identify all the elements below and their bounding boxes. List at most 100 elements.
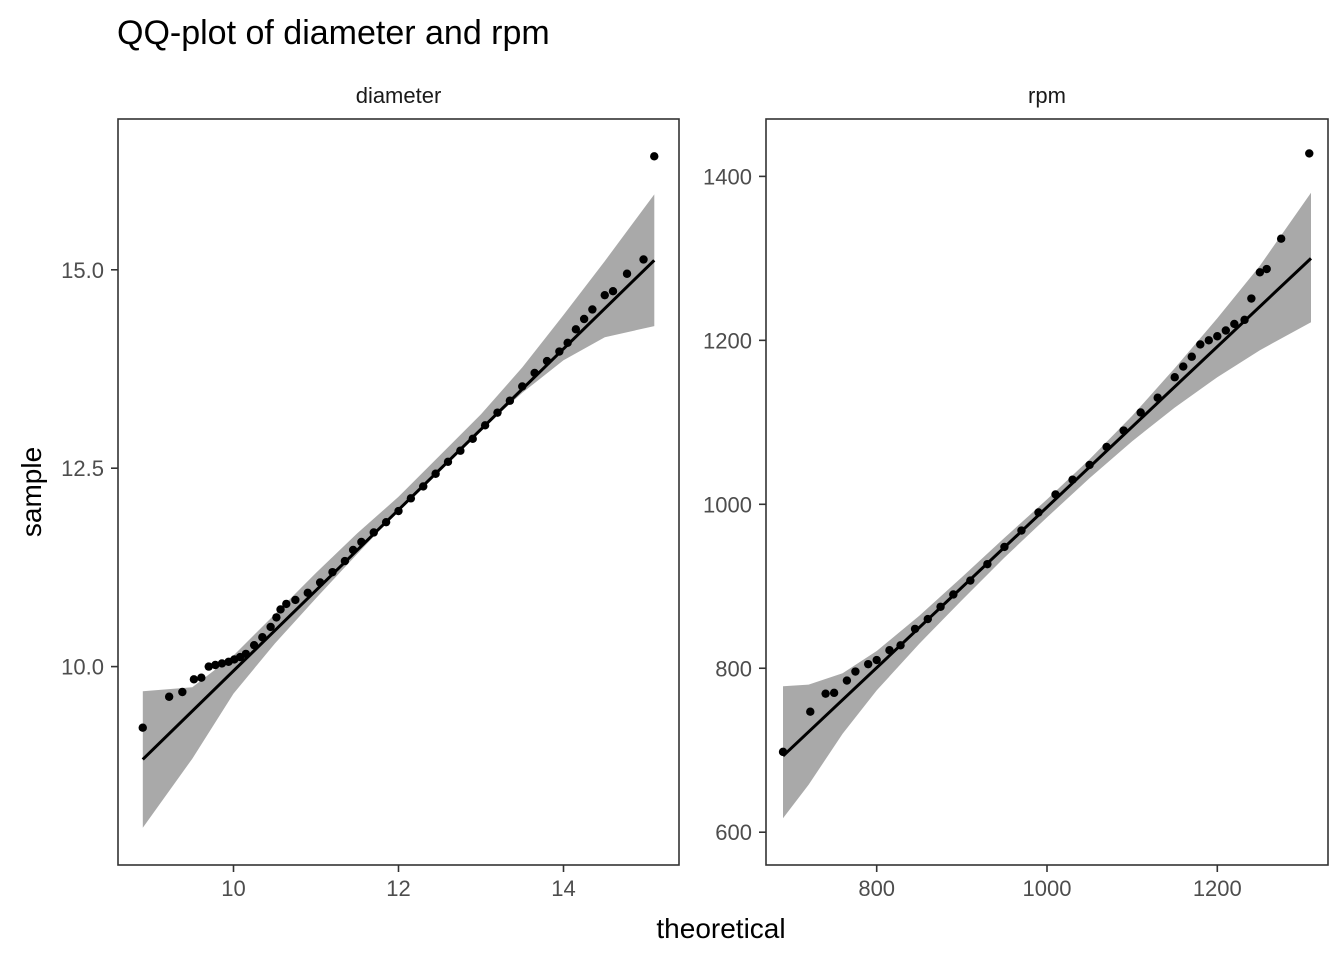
- data-point-diameter-23: [348, 545, 358, 555]
- y-tick-label-rpm-3: 1200: [703, 328, 752, 353]
- data-point-diameter-16: [276, 605, 285, 614]
- data-point-diameter-17: [282, 599, 291, 609]
- data-point-rpm-39: [1305, 149, 1314, 158]
- panel-border-diameter: [117, 118, 680, 866]
- data-point-diameter-45: [600, 290, 609, 300]
- data-point-diameter-25: [369, 528, 378, 537]
- y-tick-label-diameter-0: 10.0: [61, 655, 104, 680]
- data-point-rpm-31: [1213, 332, 1222, 341]
- data-point-diameter-32: [456, 446, 465, 455]
- data-point-diameter-20: [315, 578, 325, 587]
- y-tick-label-diameter-2: 15.0: [61, 258, 104, 283]
- data-point-diameter-19: [303, 588, 312, 597]
- data-point-rpm-29: [1196, 340, 1205, 349]
- data-point-diameter-5: [204, 662, 213, 671]
- data-point-diameter-38: [530, 368, 539, 378]
- data-point-rpm-22: [1102, 442, 1111, 452]
- data-point-rpm-11: [923, 614, 932, 624]
- data-point-diameter-12: [249, 640, 259, 650]
- y-tick-label-rpm-1: 800: [715, 656, 752, 681]
- data-point-diameter-47: [622, 269, 632, 278]
- data-point-diameter-44: [588, 305, 597, 314]
- data-point-diameter-29: [419, 482, 428, 491]
- data-point-rpm-13: [949, 590, 958, 599]
- data-point-rpm-18: [1034, 508, 1043, 517]
- data-point-rpm-5: [851, 667, 860, 676]
- data-point-diameter-31: [443, 457, 453, 467]
- panels-layer: diameter 10 12 14 10.0 12.5 15.0 rpm 800 1000 1200…: [61, 83, 1329, 901]
- data-point-rpm-36: [1255, 268, 1265, 277]
- data-point-diameter-49: [650, 152, 659, 161]
- data-point-rpm-0: [778, 747, 788, 757]
- data-point-diameter-0: [138, 723, 147, 732]
- data-point-diameter-27: [394, 506, 403, 516]
- data-point-diameter-37: [518, 382, 527, 391]
- data-point-diameter-26: [381, 517, 391, 527]
- data-point-rpm-6: [863, 659, 873, 669]
- y-axis-title: sample: [16, 447, 47, 537]
- data-point-rpm-27: [1179, 362, 1188, 371]
- data-point-rpm-15: [983, 559, 992, 569]
- data-point-diameter-48: [639, 255, 648, 264]
- data-point-diameter-7: [217, 659, 227, 668]
- data-point-diameter-42: [571, 325, 581, 334]
- data-point-diameter-3: [189, 675, 199, 684]
- data-point-diameter-18: [291, 595, 300, 605]
- data-point-rpm-1: [806, 707, 815, 716]
- data-point-diameter-28: [406, 494, 416, 503]
- data-point-rpm-33: [1230, 319, 1239, 329]
- data-point-rpm-21: [1085, 460, 1094, 470]
- data-point-diameter-14: [266, 622, 275, 632]
- data-point-rpm-28: [1187, 352, 1196, 361]
- data-point-diameter-34: [480, 421, 490, 430]
- data-point-rpm-2: [821, 689, 830, 698]
- x-tick-label-diameter-1: 12: [386, 876, 410, 901]
- data-point-rpm-17: [1017, 526, 1026, 535]
- data-point-rpm-10: [910, 624, 920, 634]
- y-tick-label-rpm-0: 600: [715, 820, 752, 845]
- data-point-diameter-40: [555, 347, 564, 356]
- data-point-rpm-12: [936, 602, 945, 611]
- data-point-rpm-35: [1247, 294, 1256, 303]
- data-point-rpm-14: [966, 576, 975, 585]
- x-axis-title: theoretical: [656, 913, 785, 944]
- x-tick-label-rpm-2: 1200: [1193, 876, 1242, 901]
- y-tick-label-rpm-2: 1000: [703, 492, 752, 517]
- data-point-diameter-22: [340, 556, 350, 566]
- data-point-diameter-24: [357, 537, 366, 547]
- data-point-rpm-8: [885, 646, 894, 655]
- data-point-rpm-9: [896, 641, 905, 650]
- data-point-diameter-30: [431, 469, 440, 478]
- data-point-rpm-7: [872, 655, 881, 665]
- data-point-rpm-32: [1221, 326, 1231, 335]
- x-tick-label-diameter-2: 14: [551, 876, 575, 901]
- data-point-rpm-23: [1119, 426, 1128, 435]
- data-point-rpm-16: [1000, 542, 1009, 552]
- data-point-rpm-26: [1170, 373, 1179, 382]
- data-point-diameter-39: [542, 356, 552, 366]
- data-point-rpm-34: [1240, 315, 1249, 325]
- panel-border-rpm: [765, 118, 1329, 866]
- data-point-rpm-38: [1276, 234, 1286, 243]
- x-tick-label-rpm-0: 800: [858, 876, 895, 901]
- data-point-rpm-20: [1068, 475, 1077, 484]
- data-point-diameter-2: [178, 687, 187, 697]
- panel-diameter: diameter 10 12 14 10.0 12.5 15.0: [61, 83, 680, 901]
- data-point-diameter-21: [328, 567, 337, 577]
- data-point-diameter-41: [563, 338, 572, 347]
- strip-label-diameter: diameter: [356, 83, 442, 108]
- panel-rpm: rpm 800 1000 1200 600 800 1000 1200 1400: [703, 83, 1329, 901]
- strip-label-rpm: rpm: [1028, 83, 1066, 108]
- x-tick-label-rpm-1: 1000: [1023, 876, 1072, 901]
- data-point-diameter-15: [272, 613, 281, 622]
- data-point-diameter-36: [505, 396, 515, 405]
- data-point-diameter-35: [493, 408, 502, 417]
- data-point-rpm-30: [1204, 336, 1213, 345]
- data-point-rpm-3: [829, 688, 839, 698]
- data-point-diameter-6: [211, 660, 220, 670]
- data-point-diameter-43: [579, 314, 589, 324]
- x-tick-label-diameter-0: 10: [221, 876, 245, 901]
- data-point-diameter-13: [258, 633, 267, 642]
- chart-title: QQ-plot of diameter and rpm: [117, 14, 550, 52]
